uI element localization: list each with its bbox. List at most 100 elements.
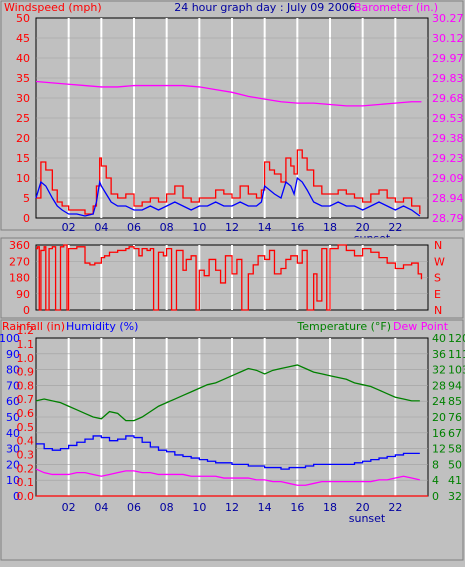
barometer-y-tick-label: 28.79	[432, 212, 464, 225]
wind-x-tick-label: 02	[62, 221, 76, 234]
wind-y-tick-label: 5	[23, 192, 30, 205]
humidity-y-tick-label: 50	[6, 411, 20, 424]
direction-y-tick-label: 0	[23, 304, 30, 317]
wind-x-tick-label: 18	[323, 221, 337, 234]
windspeed-line	[36, 149, 421, 215]
wind-y-tick-label: 45	[16, 32, 30, 45]
barometer-y-tick-label: 29.23	[432, 152, 464, 165]
wind-x-tick-label: 10	[192, 221, 206, 234]
barometer-y-tick-label: 29.68	[432, 92, 464, 105]
wind-y-tick-label: 20	[16, 132, 30, 145]
temp-c-tick-label: 24	[432, 395, 446, 408]
temp-x-tick-label: 12	[225, 501, 239, 514]
humidity-y-tick-label: 30	[6, 443, 20, 456]
wind-speed-axis-label: Windspeed (mph)	[4, 1, 102, 14]
barometer-y-tick-label: 30.12	[432, 32, 464, 45]
rain-y-tick-label: 0.9	[17, 366, 35, 379]
humidity-y-tick-label: 0	[13, 490, 20, 503]
humidity-axis-label: Humidity (%)	[66, 320, 138, 333]
rain-y-tick-label: 0.6	[17, 407, 35, 420]
humidity-y-tick-label: 80	[6, 364, 20, 377]
humidity-y-tick-label: 60	[6, 395, 20, 408]
direction-y-tick-label: 90	[16, 288, 30, 301]
temp-c-tick-label: 40	[432, 332, 446, 345]
barometer-y-tick-label: 29.97	[432, 52, 464, 65]
wind-y-tick-label: 25	[16, 112, 30, 125]
rain-y-tick-label: 0.2	[17, 462, 35, 475]
barometer-axis-label: Barometer (in.)	[354, 1, 438, 14]
compass-tick-label: N	[434, 239, 442, 252]
direction-y-tick-label: 360	[9, 239, 30, 252]
temp-f-tick-label: 103	[448, 364, 465, 377]
temp-x-tick-label: 04	[94, 501, 108, 514]
rain-y-tick-label: 0.0	[17, 490, 35, 503]
temperature-axis-label: Temperature (°F)	[296, 320, 391, 333]
wind-x-tick-label: 16	[290, 221, 304, 234]
graph-title: 24 hour graph day : July 09 2006	[174, 1, 356, 14]
temp-f-tick-label: 67	[448, 427, 462, 440]
rain-y-tick-label: 0.1	[17, 476, 35, 489]
compass-tick-label: N	[434, 304, 442, 317]
temp-c-tick-label: 8	[432, 458, 439, 471]
barometer-y-tick-label: 29.09	[432, 172, 464, 185]
temp-f-tick-label: 50	[448, 458, 462, 471]
temp-f-tick-label: 94	[448, 379, 462, 392]
temp-f-tick-label: 111	[448, 348, 465, 361]
wind-x-tick-label: 14	[258, 221, 272, 234]
temperature-line	[35, 364, 420, 422]
wind-y-tick-label: 0	[23, 212, 30, 225]
temp-c-tick-label: 28	[432, 379, 446, 392]
humidity-y-tick-label: 90	[6, 348, 20, 361]
rain-y-tick-label: 1.1	[17, 338, 35, 351]
rain-y-tick-label: 0.3	[17, 449, 35, 462]
wind-y-tick-label: 50	[16, 12, 30, 25]
wind-direction-line	[36, 244, 423, 311]
temp-f-tick-label: 58	[448, 443, 462, 456]
temp-x-tick-label: 10	[192, 501, 206, 514]
wind-x-tick-label: 20	[356, 221, 370, 234]
temp-x-tick-label: 22	[388, 501, 402, 514]
humidity-y-tick-label: 10	[6, 474, 20, 487]
barometer-y-tick-label: 29.38	[432, 132, 464, 145]
temp-x-tick-label: 02	[62, 501, 76, 514]
humidity-line	[36, 435, 420, 470]
temp-c-tick-label: 36	[432, 348, 446, 361]
temp-f-tick-label: 120	[448, 332, 465, 345]
direction-y-tick-label: 270	[9, 255, 30, 268]
wind-x-tick-label: 04	[94, 221, 108, 234]
wind-y-tick-label: 35	[16, 72, 30, 85]
compass-tick-label: W	[434, 255, 445, 268]
rain-y-tick-label: 0.4	[17, 435, 35, 448]
compass-tick-label: E	[434, 288, 441, 301]
sunset-label-bottom: sunset	[349, 512, 386, 525]
wind-x-tick-label: 12	[225, 221, 239, 234]
rainfall-axis-label: Rainfall (in)	[2, 320, 65, 333]
temp-c-tick-label: 16	[432, 427, 446, 440]
direction-y-tick-label: 180	[9, 272, 30, 285]
wind-y-tick-label: 15	[16, 152, 30, 165]
temp-c-tick-label: 0	[432, 490, 439, 503]
wind-x-tick-label: 06	[127, 221, 141, 234]
temp-x-tick-label: 18	[323, 501, 337, 514]
temp-x-tick-label: 14	[258, 501, 272, 514]
barometer-y-tick-label: 28.94	[432, 192, 464, 205]
wind-y-tick-label: 40	[16, 52, 30, 65]
wind-x-tick-label: 22	[388, 221, 402, 234]
wind-average-line	[35, 176, 421, 217]
humidity-y-tick-label: 20	[6, 458, 20, 471]
temp-c-tick-label: 32	[432, 364, 446, 377]
rain-y-tick-label: 0.7	[17, 393, 35, 406]
wind-y-tick-label: 30	[16, 92, 30, 105]
rain-y-tick-label: 0.8	[17, 379, 35, 392]
temp-c-tick-label: 20	[432, 411, 446, 424]
temp-f-tick-label: 32	[448, 490, 462, 503]
rain-y-tick-label: 1.0	[17, 352, 35, 365]
humidity-y-tick-label: 70	[6, 379, 20, 392]
rain-y-tick-label: 0.5	[17, 421, 35, 434]
temp-x-tick-label: 06	[127, 501, 141, 514]
temp-f-tick-label: 41	[448, 474, 462, 487]
barometer-y-tick-label: 29.53	[432, 112, 464, 125]
barometer-y-tick-label: 29.83	[432, 72, 464, 85]
